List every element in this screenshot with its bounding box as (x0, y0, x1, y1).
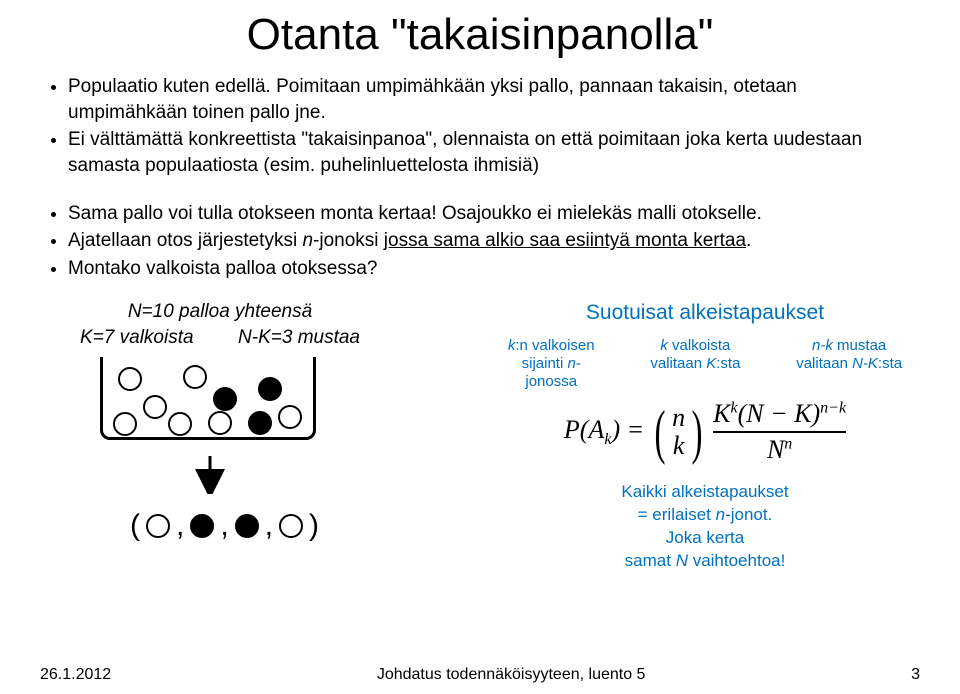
lower-content: N=10 palloa yhteensä K=7 valkoista N-K=3… (40, 301, 920, 601)
binomial: ( n k ) (650, 402, 707, 462)
footer-course: Johdatus todennäköisyyteen, luento 5 (377, 666, 646, 684)
arrow-down-icon (190, 454, 230, 494)
balls-diagram: N=10 palloa yhteensä K=7 valkoista N-K=3… (80, 301, 360, 543)
page-title: Otanta "takaisinpanolla" (40, 10, 920, 60)
tuple-ball-white (279, 514, 303, 538)
balls-color-labels: K=7 valkoista N-K=3 mustaa (80, 327, 360, 349)
bullet-item: Sama pallo voi tulla otokseen monta kert… (68, 201, 920, 227)
annotation-2: k valkoistavalitaan K:sta (650, 337, 740, 391)
bullet-item: Populaatio kuten edellä. Poimitaan umpim… (68, 74, 920, 125)
annotation-3: n-k mustaavalitaan N-K:sta (796, 337, 902, 391)
ball-white (208, 411, 232, 435)
bottom-note: Kaikki alkeistapaukset= erilaiset n-jono… (480, 481, 930, 573)
tuple-ball-black (190, 514, 214, 538)
ball-black (213, 387, 237, 411)
denominator: Nn (767, 435, 792, 465)
tuple-ball-white (146, 514, 170, 538)
annotation-1: k:n valkoisensijainti n-jonossa (508, 337, 595, 391)
bullet-item: Ajatellaan otos järjestetyksi n-jonoksi … (68, 228, 920, 254)
annotation-row: k:n valkoisensijainti n-jonossa k valkoi… (480, 337, 930, 391)
formula-lhs: P(Ak) = (564, 415, 644, 449)
numerator: Kk(N − K)n−k (713, 399, 846, 429)
ball-white (118, 367, 142, 391)
footer-date: 26.1.2012 (40, 666, 111, 684)
ball-black (258, 377, 282, 401)
bullet-item: Ei välttämättä konkreettista "takaisinpa… (68, 127, 920, 178)
sample-tuple: ( , , , ) (130, 509, 360, 543)
footer: 26.1.2012 Johdatus todennäköisyyteen, lu… (40, 666, 920, 684)
ball-container (100, 357, 316, 440)
bullet-list-1: Populaatio kuten edellä. Poimitaan umpim… (40, 74, 920, 179)
ball-white (278, 405, 302, 429)
ball-white (143, 395, 167, 419)
ball-white (183, 365, 207, 389)
slide: Otanta "takaisinpanolla" Populaatio kute… (0, 0, 960, 694)
ball-black (248, 411, 272, 435)
tuple-ball-black (235, 514, 259, 538)
footer-page: 3 (911, 666, 920, 684)
bullet-item: Montako valkoista palloa otoksessa? (68, 256, 920, 282)
formula: P(Ak) = ( n k ) Kk(N − K)n−k Nn (480, 399, 930, 465)
bullet-list-2: Sama pallo voi tulla otokseen monta kert… (40, 201, 920, 282)
ball-white (168, 412, 192, 436)
favorable-title: Suotuisat alkeistapaukset (480, 301, 930, 325)
ball-white (113, 412, 137, 436)
balls-total-label: N=10 palloa yhteensä (80, 301, 360, 323)
fraction: Kk(N − K)n−k Nn (713, 399, 846, 465)
formula-section: Suotuisat alkeistapaukset k:n valkoisens… (480, 301, 930, 573)
